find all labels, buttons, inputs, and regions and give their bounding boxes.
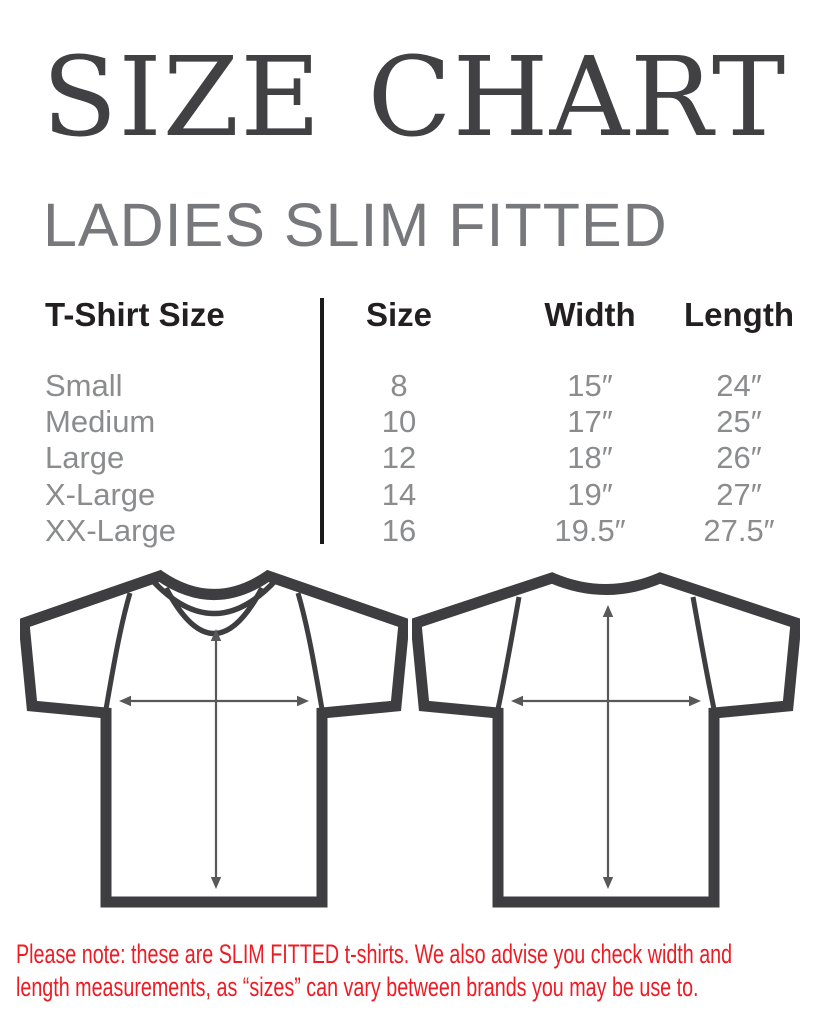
row-label: Large: [45, 440, 125, 475]
tshirt-front-body-outline: [20, 569, 408, 908]
row-length: 27″: [716, 477, 762, 512]
page-subtitle: LADIES SLIM FITTED: [43, 191, 668, 259]
length-arrow: [210, 629, 222, 889]
row-width: 15″: [567, 368, 613, 403]
table-row: X-Large 14 19″ 27″: [0, 477, 819, 513]
row-label: X-Large: [45, 477, 156, 512]
col-header-size: Size: [365, 296, 433, 333]
table-row: Large 12 18″ 26″: [0, 440, 819, 476]
row-width: 18″: [567, 440, 613, 475]
row-width: 19″: [567, 477, 613, 512]
row-label: Medium: [45, 404, 156, 439]
row-length: 27.5″: [703, 513, 775, 548]
col-header-tshirt-size: T-Shirt Size: [45, 296, 225, 333]
page-title: SIZE CHART: [42, 33, 787, 161]
collar-bottom-line: [163, 586, 265, 637]
disclaimer-line-2: length measurements, as “sizes” can vary…: [16, 972, 699, 1002]
row-size: 14: [381, 477, 417, 512]
row-size: 12: [381, 440, 417, 475]
armhole-seam-left: [103, 592, 133, 710]
armhole-seam-right: [690, 596, 717, 710]
row-length: 24″: [716, 368, 762, 403]
table-row: Small 8 15″ 24″: [0, 368, 819, 404]
col-header-width: Width: [544, 296, 636, 333]
table-row: Medium 10 17″ 25″: [0, 404, 819, 440]
tshirt-back-body-outline: [412, 572, 800, 908]
armhole-seam-right: [295, 592, 325, 710]
length-arrow: [602, 605, 614, 889]
slim-fitted-disclaimer: Please note: these are SLIM FITTED t-shi…: [16, 938, 804, 1004]
col-header-length: Length: [684, 296, 794, 333]
armhole-seam-left: [495, 596, 522, 710]
row-label: XX-Large: [45, 513, 176, 548]
row-width: 19.5″: [554, 513, 626, 548]
row-width: 17″: [567, 404, 613, 439]
row-length: 25″: [716, 404, 762, 439]
tshirt-back-outline-icon: [412, 572, 800, 908]
row-size: 16: [381, 513, 417, 548]
row-length: 26″: [716, 440, 762, 475]
table-row: XX-Large 16 19.5″ 27.5″: [0, 513, 819, 549]
row-label: Small: [45, 368, 123, 403]
table-divider-line: [320, 298, 324, 544]
row-size: 10: [381, 404, 417, 439]
row-size: 8: [390, 368, 408, 403]
tshirt-front-outline-icon: [20, 569, 408, 908]
table-header-row: T-Shirt Size Size Width Length: [0, 296, 819, 333]
width-arrow: [119, 695, 309, 707]
disclaimer-line-1: Please note: these are SLIM FITTED t-shi…: [16, 939, 733, 969]
width-arrow: [511, 695, 701, 707]
